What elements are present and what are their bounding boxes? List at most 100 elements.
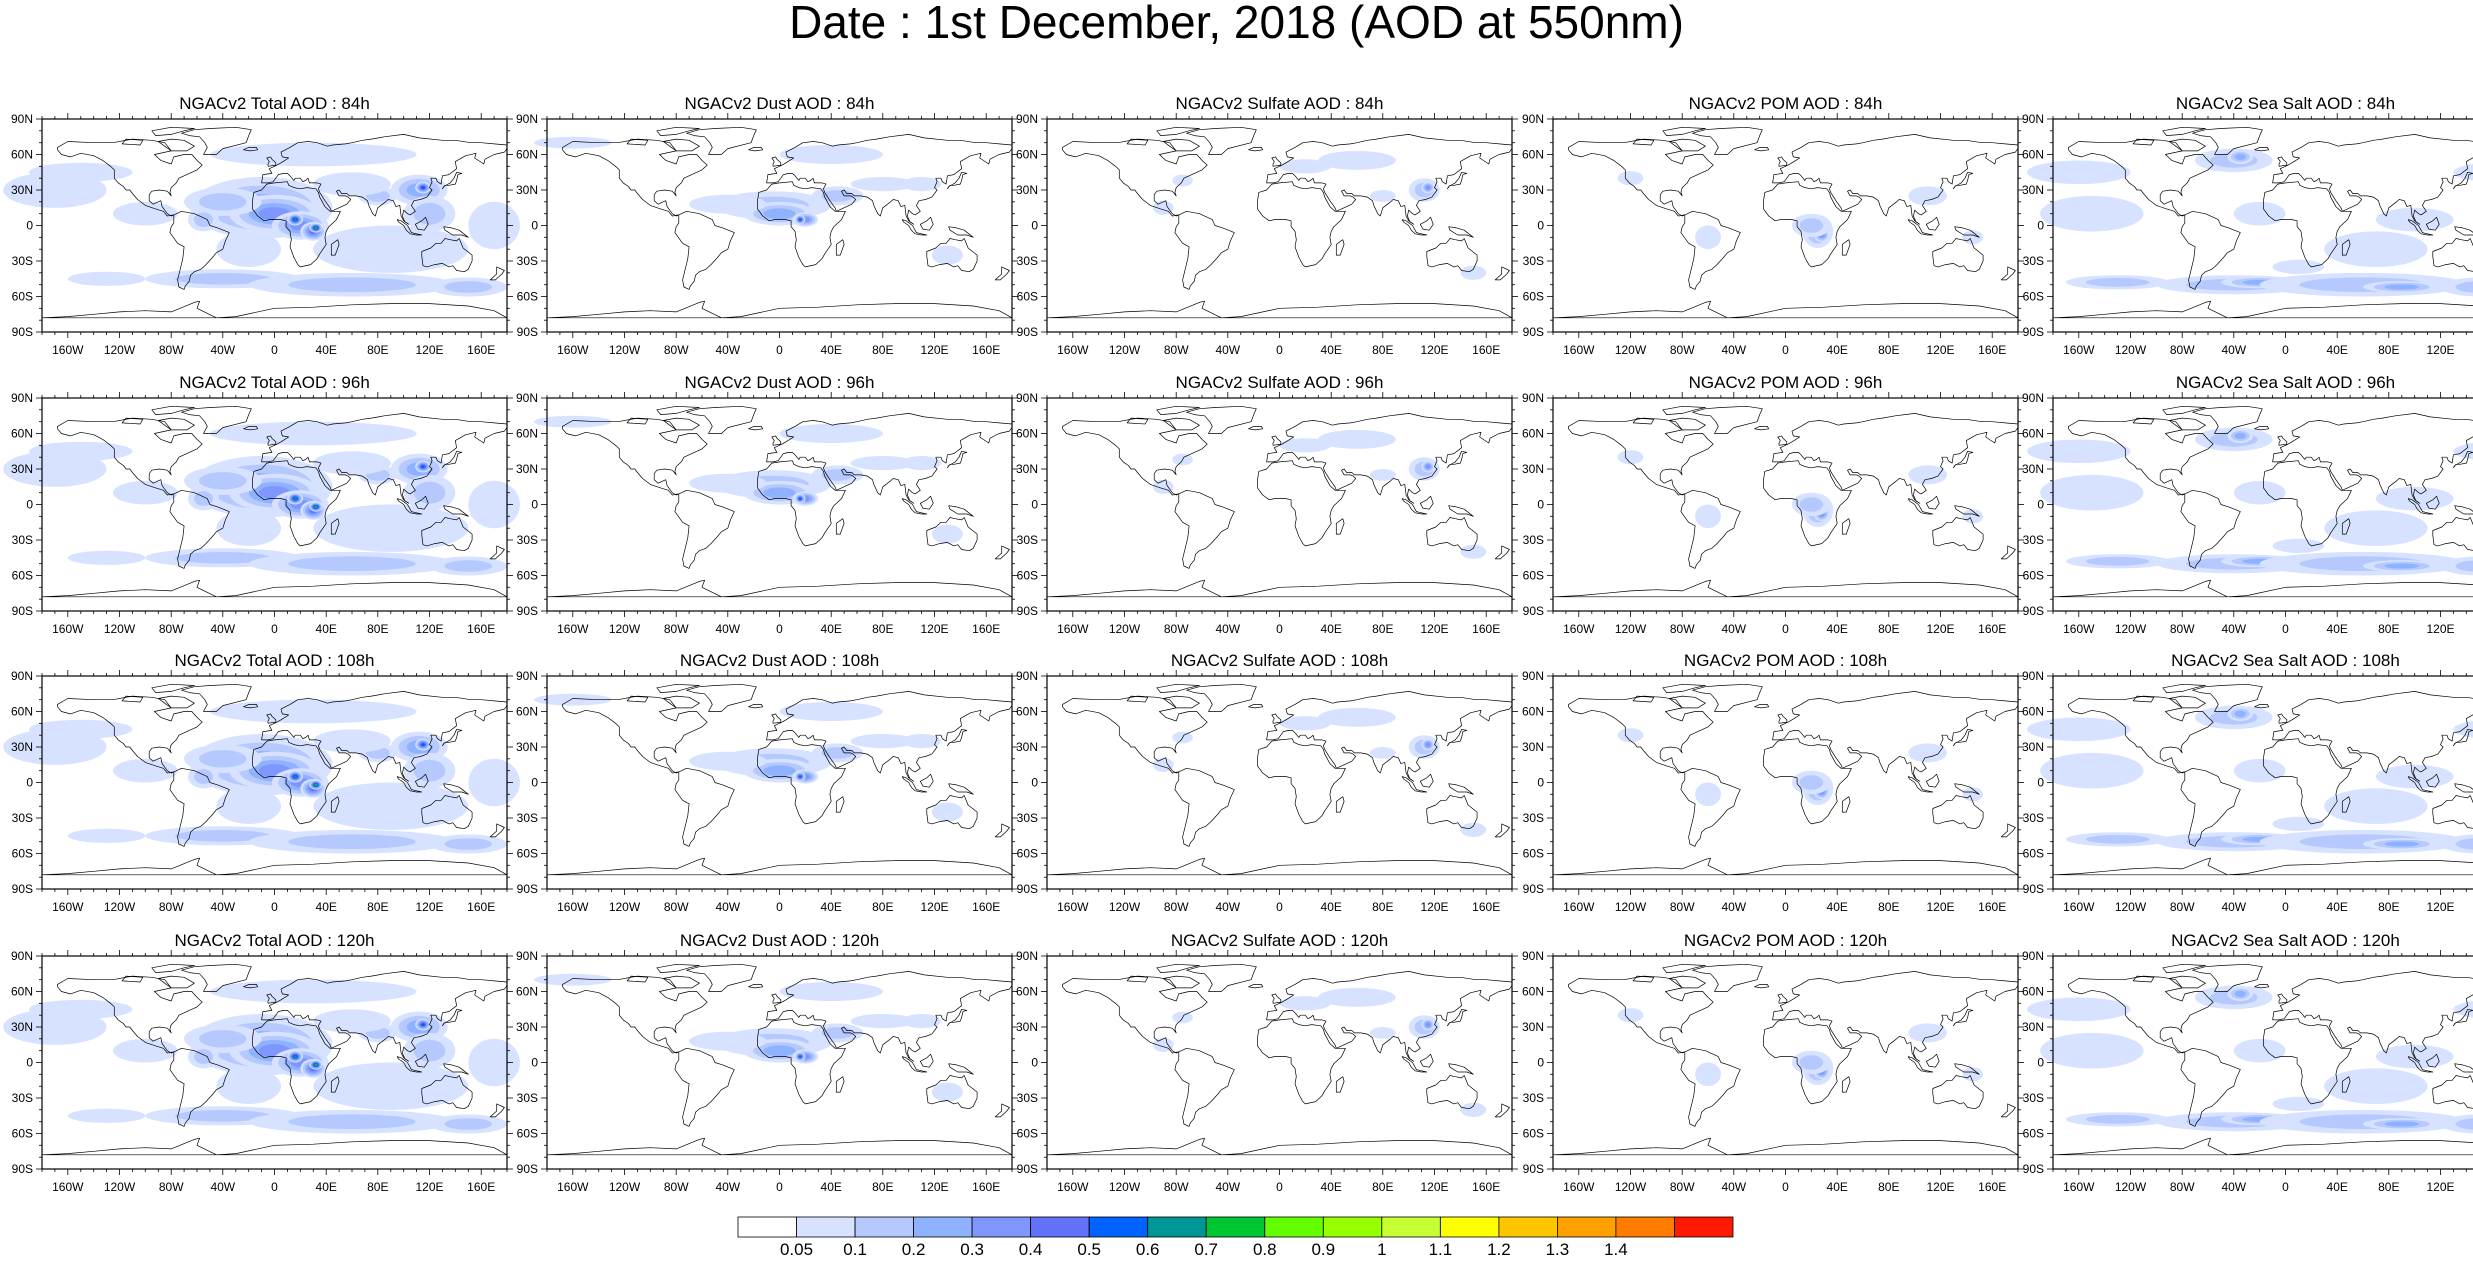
- panel-title: NGACv2 POM AOD : 120h: [1553, 931, 2018, 951]
- panel-title: NGACv2 Sea Salt AOD : 120h: [2053, 931, 2473, 951]
- aod-contour: [445, 838, 493, 850]
- aod-contour: [1908, 465, 1947, 484]
- lon-tick-label: 160E: [1472, 1180, 1500, 1194]
- lat-tick-label: 90S: [1017, 1162, 1038, 1176]
- aod-contour: [1618, 171, 1644, 185]
- lat-tick-label: 30S: [12, 254, 33, 268]
- lon-tick-label: 120W: [1615, 1180, 1647, 1194]
- lon-tick-label: 0: [1782, 900, 1789, 914]
- lon-tick-label: 120W: [2115, 622, 2147, 636]
- colorbar-tick-label: 1: [1377, 1240, 1386, 1259]
- lon-tick-label: 120E: [415, 900, 443, 914]
- lon-tick-label: 40E: [1321, 1180, 1342, 1194]
- aod-contour: [1370, 469, 1396, 481]
- aod-contour: [780, 702, 883, 721]
- aod-contour: [1799, 775, 1823, 790]
- aod-contour: [799, 1056, 802, 1058]
- aod-contour: [932, 803, 963, 822]
- lon-tick-label: 40W: [1215, 343, 1240, 357]
- lon-tick-label: 160W: [2063, 622, 2095, 636]
- lon-tick-label: 80E: [872, 343, 893, 357]
- aod-contour: [689, 752, 767, 771]
- aod-contour: [1695, 1063, 1721, 1087]
- lon-tick-label: 80W: [1164, 343, 1189, 357]
- lon-tick-label: 160W: [52, 900, 84, 914]
- aod-contour: [2235, 154, 2246, 160]
- lon-tick-label: 80E: [367, 622, 388, 636]
- lon-tick-label: 40W: [210, 343, 235, 357]
- lat-tick-label: 0: [1537, 219, 1544, 233]
- aod-contour: [1460, 823, 1486, 837]
- aod-contour: [445, 560, 493, 572]
- lon-tick-label: 0: [271, 1180, 278, 1194]
- lat-tick-label: 30N: [516, 462, 538, 476]
- lon-tick-label: 120W: [2115, 1180, 2147, 1194]
- lat-tick-label: 90N: [11, 949, 33, 963]
- lon-tick-label: 120E: [1420, 1180, 1448, 1194]
- aod-contour: [421, 743, 425, 746]
- colorbar-tick-label: 1.3: [1546, 1240, 1570, 1259]
- lon-tick-label: 120E: [920, 343, 948, 357]
- lon-tick-label: 40W: [210, 622, 235, 636]
- aod-contour: [294, 1055, 297, 1057]
- lon-tick-label: 120W: [609, 1180, 641, 1194]
- lat-tick-label: 0: [531, 776, 538, 790]
- panel-title: NGACv2 Dust AOD : 96h: [547, 373, 1012, 393]
- lat-tick-label: 0: [531, 498, 538, 512]
- lon-tick-label: 120W: [1615, 343, 1647, 357]
- aod-contour: [2234, 1039, 2286, 1063]
- colorbar-tick-label: 0.4: [1019, 1240, 1043, 1259]
- aod-contour: [2385, 284, 2419, 289]
- lat-tick-label: 30S: [517, 533, 538, 547]
- lat-tick-label: 30S: [1017, 254, 1038, 268]
- lon-tick-label: 120W: [1109, 622, 1141, 636]
- lon-tick-label: 160E: [467, 1180, 495, 1194]
- lat-tick-label: 60N: [2022, 705, 2044, 719]
- aod-contour: [2324, 788, 2427, 824]
- lat-tick-label: 30S: [1523, 1091, 1544, 1105]
- lat-tick-label: 30S: [12, 811, 33, 825]
- lat-tick-label: 90N: [2022, 669, 2044, 683]
- aod-contour: [2273, 260, 2325, 274]
- colorbar-swatch: [1382, 1217, 1441, 1237]
- aod-contour: [29, 163, 132, 182]
- panel-title: NGACv2 POM AOD : 108h: [1553, 651, 2018, 671]
- lat-tick-label: 60N: [11, 705, 33, 719]
- lon-tick-label: 40E: [1321, 622, 1342, 636]
- aod-contour: [210, 422, 417, 446]
- lat-tick-label: 90S: [2023, 325, 2044, 339]
- lon-tick-label: 120W: [1109, 900, 1141, 914]
- panel-title: NGACv2 Dust AOD : 108h: [547, 651, 1012, 671]
- aod-contour: [1280, 438, 1332, 452]
- aod-contour: [763, 208, 795, 219]
- lat-tick-label: 30N: [1522, 183, 1544, 197]
- panel-title: NGACv2 Sulfate AOD : 108h: [1047, 651, 1512, 671]
- lat-tick-label: 90S: [1523, 604, 1544, 618]
- lon-tick-label: 80E: [367, 900, 388, 914]
- lon-tick-label: 160E: [1472, 900, 1500, 914]
- aod-contour: [1695, 505, 1721, 529]
- lat-tick-label: 90N: [1016, 112, 1038, 126]
- lat-tick-label: 90S: [517, 325, 538, 339]
- lon-tick-label: 40W: [2221, 900, 2246, 914]
- colorbar-tick-label: 0.05: [780, 1240, 813, 1259]
- lat-tick-label: 90S: [1523, 1162, 1544, 1176]
- aod-contour: [689, 195, 767, 214]
- colorbar-swatch: [1206, 1217, 1265, 1237]
- lon-tick-label: 40E: [821, 1180, 842, 1194]
- lon-tick-label: 40W: [1721, 1180, 1746, 1194]
- lon-tick-label: 160E: [972, 1180, 1000, 1194]
- aod-contour: [1618, 450, 1644, 464]
- lat-tick-label: 90S: [2023, 882, 2044, 896]
- lat-tick-label: 0: [1537, 1056, 1544, 1070]
- aod-contour: [799, 219, 802, 221]
- lat-tick-label: 90S: [1017, 882, 1038, 896]
- lon-tick-label: 40W: [715, 1180, 740, 1194]
- lat-tick-label: 90S: [1017, 604, 1038, 618]
- lon-tick-label: 0: [2282, 622, 2289, 636]
- aod-contour: [1426, 465, 1430, 469]
- aod-contour: [294, 497, 297, 499]
